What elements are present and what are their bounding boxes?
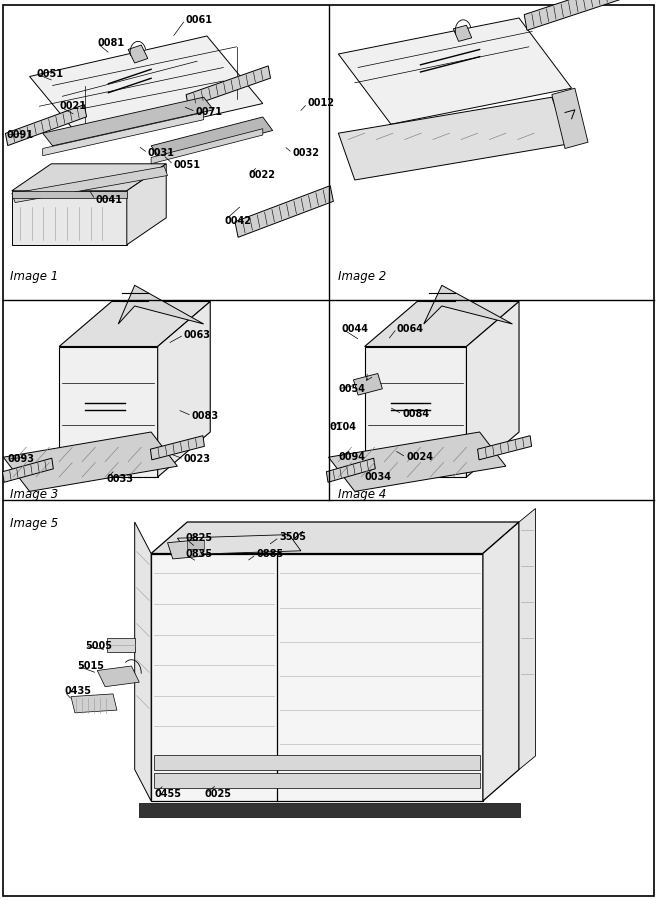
Polygon shape xyxy=(186,66,271,107)
Polygon shape xyxy=(478,436,532,460)
Text: 0042: 0042 xyxy=(225,215,252,226)
Polygon shape xyxy=(168,540,202,559)
Polygon shape xyxy=(43,97,214,146)
Text: 0071: 0071 xyxy=(196,106,223,117)
Polygon shape xyxy=(127,164,166,245)
Text: 0835: 0835 xyxy=(185,549,212,560)
Text: 0063: 0063 xyxy=(184,329,211,340)
Polygon shape xyxy=(3,432,177,491)
Polygon shape xyxy=(177,535,301,554)
Polygon shape xyxy=(97,666,139,687)
Text: 5015: 5015 xyxy=(78,661,104,671)
Bar xyxy=(12,191,127,245)
Polygon shape xyxy=(135,522,151,801)
Text: 0054: 0054 xyxy=(338,383,365,394)
Text: 0825: 0825 xyxy=(185,533,212,544)
Polygon shape xyxy=(327,458,375,482)
Text: 0034: 0034 xyxy=(365,472,392,482)
Text: Image 1: Image 1 xyxy=(10,270,58,283)
Polygon shape xyxy=(453,25,472,41)
Text: 0022: 0022 xyxy=(248,170,275,181)
Bar xyxy=(139,803,520,817)
Text: 0435: 0435 xyxy=(64,686,91,697)
Polygon shape xyxy=(12,166,168,202)
Bar xyxy=(151,554,483,801)
Text: 0032: 0032 xyxy=(292,148,319,158)
Polygon shape xyxy=(524,0,622,31)
Text: 0051: 0051 xyxy=(36,68,63,79)
Text: 0024: 0024 xyxy=(406,452,433,463)
Polygon shape xyxy=(30,36,263,144)
Polygon shape xyxy=(328,432,506,491)
Polygon shape xyxy=(151,522,519,554)
Bar xyxy=(154,755,480,770)
Polygon shape xyxy=(3,458,53,482)
Bar xyxy=(154,773,480,788)
Polygon shape xyxy=(338,97,568,180)
Polygon shape xyxy=(128,45,148,63)
Text: 0041: 0041 xyxy=(95,194,122,205)
Polygon shape xyxy=(353,374,382,395)
Polygon shape xyxy=(158,302,210,477)
Polygon shape xyxy=(150,436,204,460)
Polygon shape xyxy=(338,18,572,124)
Polygon shape xyxy=(365,302,519,346)
Polygon shape xyxy=(365,346,466,477)
Text: 0084: 0084 xyxy=(402,409,429,419)
Text: 0051: 0051 xyxy=(173,159,200,170)
Text: 0064: 0064 xyxy=(397,323,424,334)
Text: 0885: 0885 xyxy=(256,549,283,560)
Bar xyxy=(107,638,135,652)
Polygon shape xyxy=(151,117,273,159)
Text: Image 2: Image 2 xyxy=(338,270,386,283)
Text: Image 3: Image 3 xyxy=(10,488,58,500)
Polygon shape xyxy=(118,285,204,324)
Polygon shape xyxy=(424,285,512,324)
Text: 0104: 0104 xyxy=(330,421,357,432)
Text: 0091: 0091 xyxy=(7,130,34,140)
Text: 0033: 0033 xyxy=(106,473,133,484)
Polygon shape xyxy=(151,129,263,164)
Text: 0061: 0061 xyxy=(185,14,212,25)
Polygon shape xyxy=(483,522,519,801)
Text: 0094: 0094 xyxy=(338,452,365,463)
Polygon shape xyxy=(71,694,117,713)
Text: 0044: 0044 xyxy=(342,323,369,334)
Bar xyxy=(12,191,127,198)
Polygon shape xyxy=(59,346,158,477)
Text: 0081: 0081 xyxy=(97,38,124,49)
Polygon shape xyxy=(519,508,535,770)
Polygon shape xyxy=(552,88,588,148)
Polygon shape xyxy=(59,302,210,346)
Polygon shape xyxy=(235,185,333,238)
Text: Image 4: Image 4 xyxy=(338,488,386,500)
Text: 5005: 5005 xyxy=(85,641,112,652)
Text: 3505: 3505 xyxy=(279,532,306,543)
Text: Image 5: Image 5 xyxy=(10,517,58,529)
Polygon shape xyxy=(5,104,87,146)
Text: 0455: 0455 xyxy=(154,788,181,799)
Bar xyxy=(187,540,204,549)
Text: 0025: 0025 xyxy=(205,788,232,799)
Text: 0031: 0031 xyxy=(148,148,175,158)
Text: 0023: 0023 xyxy=(184,454,211,464)
Text: 0093: 0093 xyxy=(8,454,35,464)
Text: 0083: 0083 xyxy=(192,410,219,421)
Text: 0012: 0012 xyxy=(307,98,334,109)
Polygon shape xyxy=(12,164,166,191)
Polygon shape xyxy=(43,112,204,156)
Text: 0021: 0021 xyxy=(59,101,86,112)
Polygon shape xyxy=(466,302,519,477)
